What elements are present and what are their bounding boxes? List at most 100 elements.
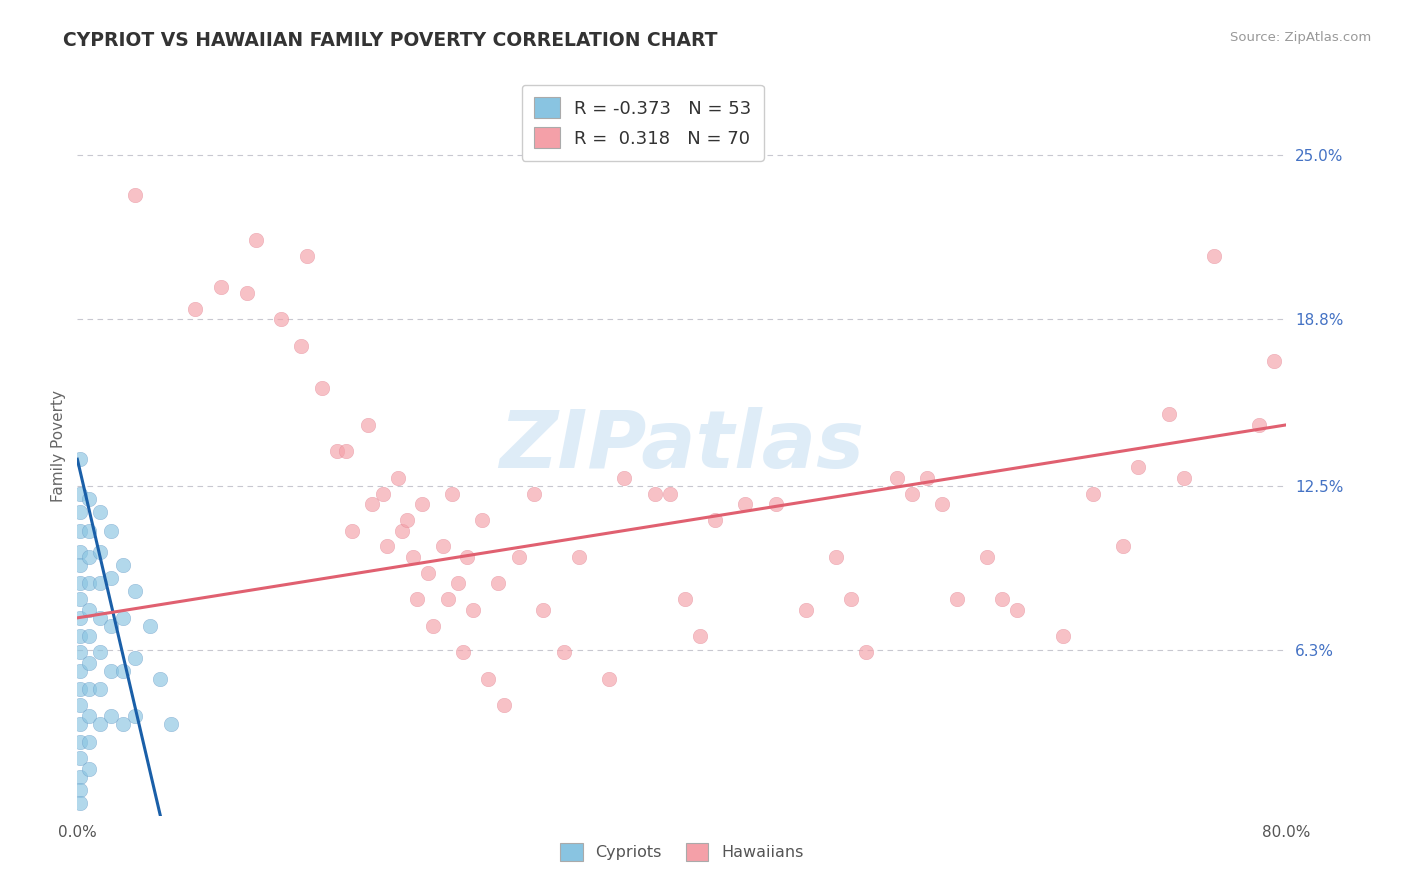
Point	[111, 664, 134, 678]
Point	[326, 444, 349, 458]
Point	[900, 486, 922, 500]
Point	[689, 629, 711, 643]
Point	[1157, 407, 1180, 421]
Point	[794, 603, 817, 617]
Point	[69, 524, 91, 538]
Point	[79, 629, 101, 643]
Point	[644, 486, 666, 500]
Point	[1112, 540, 1135, 554]
Point	[855, 645, 877, 659]
Point	[477, 672, 499, 686]
Point	[395, 513, 418, 527]
Point	[69, 796, 91, 810]
Point	[523, 486, 546, 500]
Point	[69, 782, 91, 797]
Point	[79, 524, 101, 538]
Point	[441, 486, 464, 500]
Point	[531, 603, 554, 617]
Point	[100, 664, 122, 678]
Point	[508, 549, 530, 565]
Point	[89, 716, 111, 731]
Point	[486, 576, 509, 591]
Point	[79, 735, 101, 749]
Point	[1052, 629, 1074, 643]
Point	[886, 471, 908, 485]
Legend: Cypriots, Hawaiians: Cypriots, Hawaiians	[554, 836, 810, 867]
Point	[69, 716, 91, 731]
Point	[124, 650, 146, 665]
Point	[447, 576, 470, 591]
Point	[931, 497, 953, 511]
Point	[371, 486, 394, 500]
Point	[79, 682, 101, 697]
Point	[1173, 471, 1195, 485]
Point	[1202, 249, 1225, 263]
Point	[1263, 354, 1285, 368]
Point	[235, 285, 257, 300]
Point	[991, 592, 1014, 607]
Point	[184, 301, 207, 316]
Point	[79, 762, 101, 776]
Point	[1007, 603, 1029, 617]
Point	[69, 664, 91, 678]
Point	[69, 505, 91, 519]
Point	[209, 280, 232, 294]
Point	[270, 312, 292, 326]
Point	[139, 619, 162, 633]
Point	[69, 751, 91, 765]
Point	[839, 592, 862, 607]
Point	[79, 549, 101, 565]
Point	[598, 672, 620, 686]
Point	[673, 592, 696, 607]
Point	[451, 645, 474, 659]
Point	[111, 716, 134, 731]
Point	[456, 549, 478, 565]
Point	[387, 471, 409, 485]
Point	[658, 486, 681, 500]
Point	[69, 452, 91, 467]
Point	[411, 497, 433, 511]
Point	[290, 338, 312, 352]
Point	[100, 524, 122, 538]
Point	[422, 619, 444, 633]
Y-axis label: Family Poverty: Family Poverty	[51, 390, 66, 502]
Point	[245, 233, 267, 247]
Point	[471, 513, 494, 527]
Point	[111, 611, 134, 625]
Point	[100, 571, 122, 585]
Point	[402, 549, 425, 565]
Point	[79, 491, 101, 506]
Text: CYPRIOT VS HAWAIIAN FAMILY POVERTY CORRELATION CHART: CYPRIOT VS HAWAIIAN FAMILY POVERTY CORRE…	[63, 31, 718, 50]
Point	[356, 417, 378, 432]
Point	[124, 708, 146, 723]
Text: Source: ZipAtlas.com: Source: ZipAtlas.com	[1230, 31, 1371, 45]
Point	[734, 497, 756, 511]
Text: ZIPatlas: ZIPatlas	[499, 407, 865, 485]
Point	[69, 558, 91, 572]
Point	[79, 708, 101, 723]
Point	[568, 549, 591, 565]
Point	[124, 584, 146, 599]
Point	[375, 540, 398, 554]
Point	[765, 497, 787, 511]
Point	[89, 545, 111, 559]
Point	[69, 611, 91, 625]
Point	[432, 540, 454, 554]
Point	[111, 558, 134, 572]
Point	[946, 592, 969, 607]
Point	[100, 708, 122, 723]
Point	[69, 770, 91, 784]
Point	[69, 629, 91, 643]
Point	[69, 486, 91, 500]
Point	[149, 672, 172, 686]
Point	[89, 611, 111, 625]
Point	[124, 187, 146, 202]
Point	[1249, 417, 1271, 432]
Point	[825, 549, 848, 565]
Point	[391, 524, 413, 538]
Point	[335, 444, 357, 458]
Point	[976, 549, 998, 565]
Point	[69, 735, 91, 749]
Point	[436, 592, 458, 607]
Point	[295, 249, 318, 263]
